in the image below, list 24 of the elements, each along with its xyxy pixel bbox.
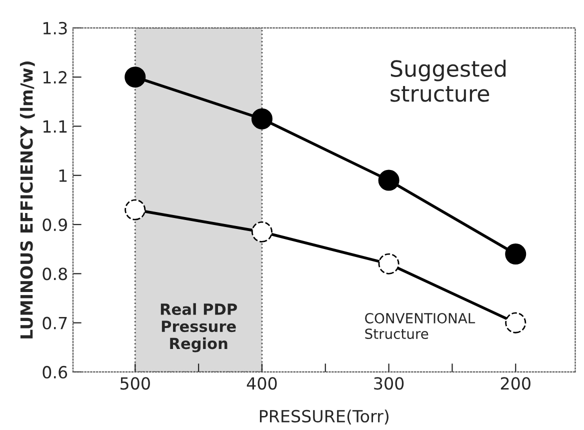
- annotation: Suggested structure: [390, 60, 506, 102]
- point: [251, 108, 272, 130]
- y-tick-label: 0.6: [42, 366, 68, 379]
- x-tick-label: 300: [374, 377, 404, 390]
- y-tick-label: 1: [59, 170, 67, 182]
- y-tick-label: 0.7: [42, 316, 67, 330]
- y-tick-label: 1.2: [43, 71, 66, 84]
- point: [124, 199, 146, 220]
- point: [124, 66, 146, 88]
- x-axis-title: PRESSURE(Torr): [260, 410, 388, 424]
- x-tick-label: 500: [120, 377, 150, 390]
- y-axis-title: LUMINOUS EFFICIENCY (lm/w): [20, 61, 35, 338]
- annotation: CONVENTIONAL Structure: [365, 312, 476, 340]
- point: [505, 243, 526, 265]
- x-tick-label: 200: [500, 377, 530, 390]
- y-tick-label: 1.3: [43, 22, 67, 35]
- y-tick-label: 1.1: [43, 120, 67, 133]
- point: [251, 221, 272, 242]
- y-tick-label: 0.9: [42, 218, 67, 232]
- x-tick-label: 400: [246, 377, 277, 390]
- band-label: Real PDP Pressure Region: [160, 303, 237, 352]
- y-tick-label: 0.8: [42, 268, 67, 280]
- point: [378, 253, 400, 274]
- point: [378, 170, 400, 191]
